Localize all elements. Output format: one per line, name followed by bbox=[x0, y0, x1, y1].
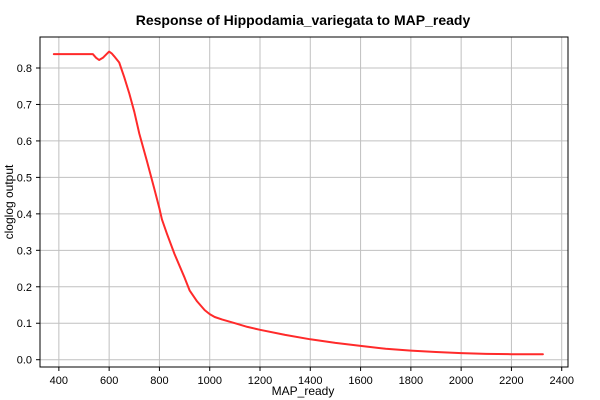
y-tick-label: 0.8 bbox=[17, 63, 32, 75]
y-tick-label: 0.1 bbox=[17, 318, 32, 330]
x-tick-label: 1600 bbox=[348, 375, 372, 387]
x-tick-label: 1400 bbox=[298, 375, 322, 387]
series-group bbox=[52, 50, 544, 356]
x-axis-label: MAP_ready bbox=[272, 384, 335, 398]
x-tick-label: 400 bbox=[50, 375, 68, 387]
x-tick-label: 2400 bbox=[549, 375, 573, 387]
y-tick-label: 0.6 bbox=[17, 136, 32, 148]
series-line bbox=[52, 50, 544, 356]
grid bbox=[40, 37, 568, 367]
x-tick-label: 600 bbox=[100, 375, 118, 387]
y-axis-label: cloglog output bbox=[2, 164, 16, 239]
y-tick-label: 0.3 bbox=[17, 245, 32, 257]
x-tick-label: 1200 bbox=[248, 375, 272, 387]
x-tick-label: 1800 bbox=[399, 375, 423, 387]
y-tick-label: 0.0 bbox=[17, 355, 32, 367]
y-tick-label: 0.7 bbox=[17, 99, 32, 111]
x-tick-label: 2200 bbox=[499, 375, 523, 387]
plot-frame bbox=[39, 36, 569, 368]
x-tick-label: 2000 bbox=[449, 375, 473, 387]
ticks: 400 600 800 1000 1200 1400 1600 1800 2000 2200 240… bbox=[17, 63, 574, 387]
x-tick-label: 800 bbox=[150, 375, 168, 387]
x-tick-label: 1000 bbox=[197, 375, 221, 387]
chart-title: Response of Hippodamia_variegata to MAP_… bbox=[136, 12, 471, 28]
y-tick-label: 0.5 bbox=[17, 172, 32, 184]
y-tick-label: 0.2 bbox=[17, 282, 32, 294]
y-tick-label: 0.4 bbox=[17, 209, 32, 221]
